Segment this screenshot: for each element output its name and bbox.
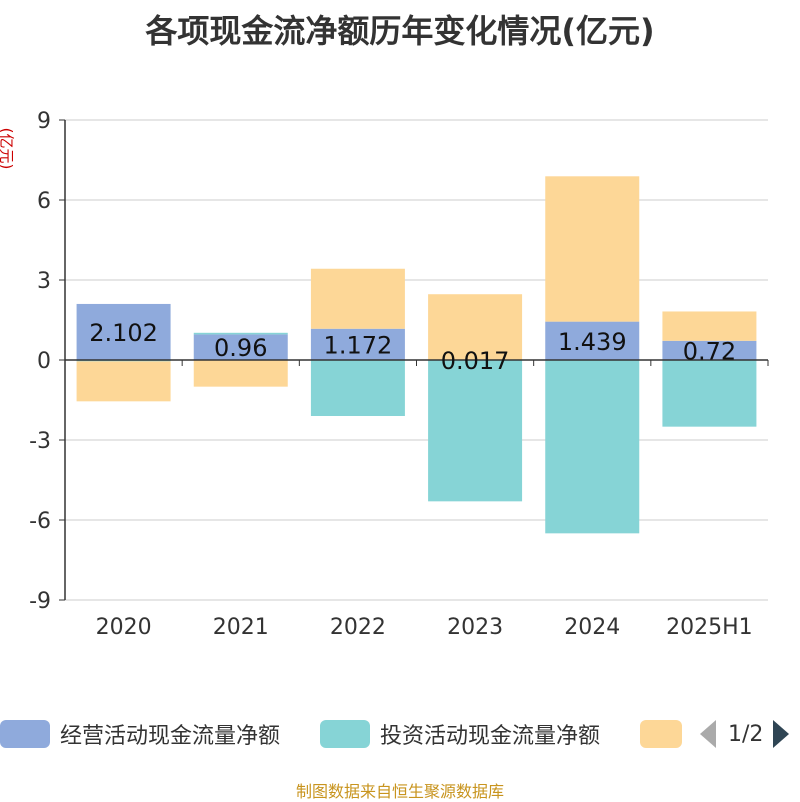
y-tick-label: -3 (29, 429, 51, 454)
legend-next-page-icon[interactable] (773, 720, 789, 748)
legend-swatch-third (640, 720, 682, 748)
data-label: 0.96 (214, 334, 267, 362)
bar-series3-2021 (194, 360, 288, 387)
bar-series2-2023 (428, 360, 522, 501)
legend: 经营活动现金流量净额 投资活动现金流量净额 1/2 (0, 714, 800, 754)
x-tick-label: 2022 (330, 615, 386, 640)
legend-swatch-operating (0, 720, 50, 748)
bar-series2-2024 (545, 360, 639, 533)
y-tick-label: -9 (29, 589, 51, 614)
legend-pager: 1/2 (700, 714, 789, 754)
legend-swatch-investing (320, 720, 370, 748)
bar-chart: 9 6 3 0 -3 -6 -9 2020 2021 2022 2023 2024 2025H1 2.10… (0, 0, 800, 680)
x-tick-label: 2023 (447, 615, 503, 640)
x-tick-label: 2020 (96, 615, 152, 640)
data-label: 0.017 (441, 347, 510, 375)
legend-item-operating[interactable]: 经营活动现金流量净额 (0, 714, 280, 754)
bar-series3-2025H1 (662, 311, 756, 340)
bar-series3-2020 (77, 361, 171, 401)
y-tick-label: 0 (37, 349, 51, 374)
bar-series3-2024 (545, 176, 639, 321)
data-label: 2.102 (89, 319, 158, 347)
x-tick-label: 2024 (564, 615, 620, 640)
bar-series3-2022 (311, 269, 405, 329)
legend-label-operating: 经营活动现金流量净额 (60, 718, 280, 750)
y-tick-label: 3 (37, 269, 51, 294)
data-label: 1.439 (558, 328, 627, 356)
bar-series2-2022 (311, 360, 405, 416)
legend-item-third[interactable] (640, 714, 692, 754)
legend-prev-page-icon[interactable] (700, 720, 716, 748)
x-tick-label: 2025H1 (666, 615, 753, 640)
y-tick-label: 9 (37, 109, 51, 134)
legend-label-investing: 投资活动现金流量净额 (380, 718, 600, 750)
data-label: 1.172 (324, 331, 393, 359)
y-tick-label: 6 (37, 189, 51, 214)
legend-page-indicator: 1/2 (728, 722, 763, 747)
y-tick-label: -6 (29, 509, 51, 534)
data-source-note: 制图数据来自恒生聚源数据库 (0, 778, 800, 802)
legend-item-investing[interactable]: 投资活动现金流量净额 (320, 714, 600, 754)
data-label: 0.72 (683, 337, 736, 365)
bar-series2-2025H1 (662, 360, 756, 427)
x-tick-label: 2021 (213, 615, 269, 640)
